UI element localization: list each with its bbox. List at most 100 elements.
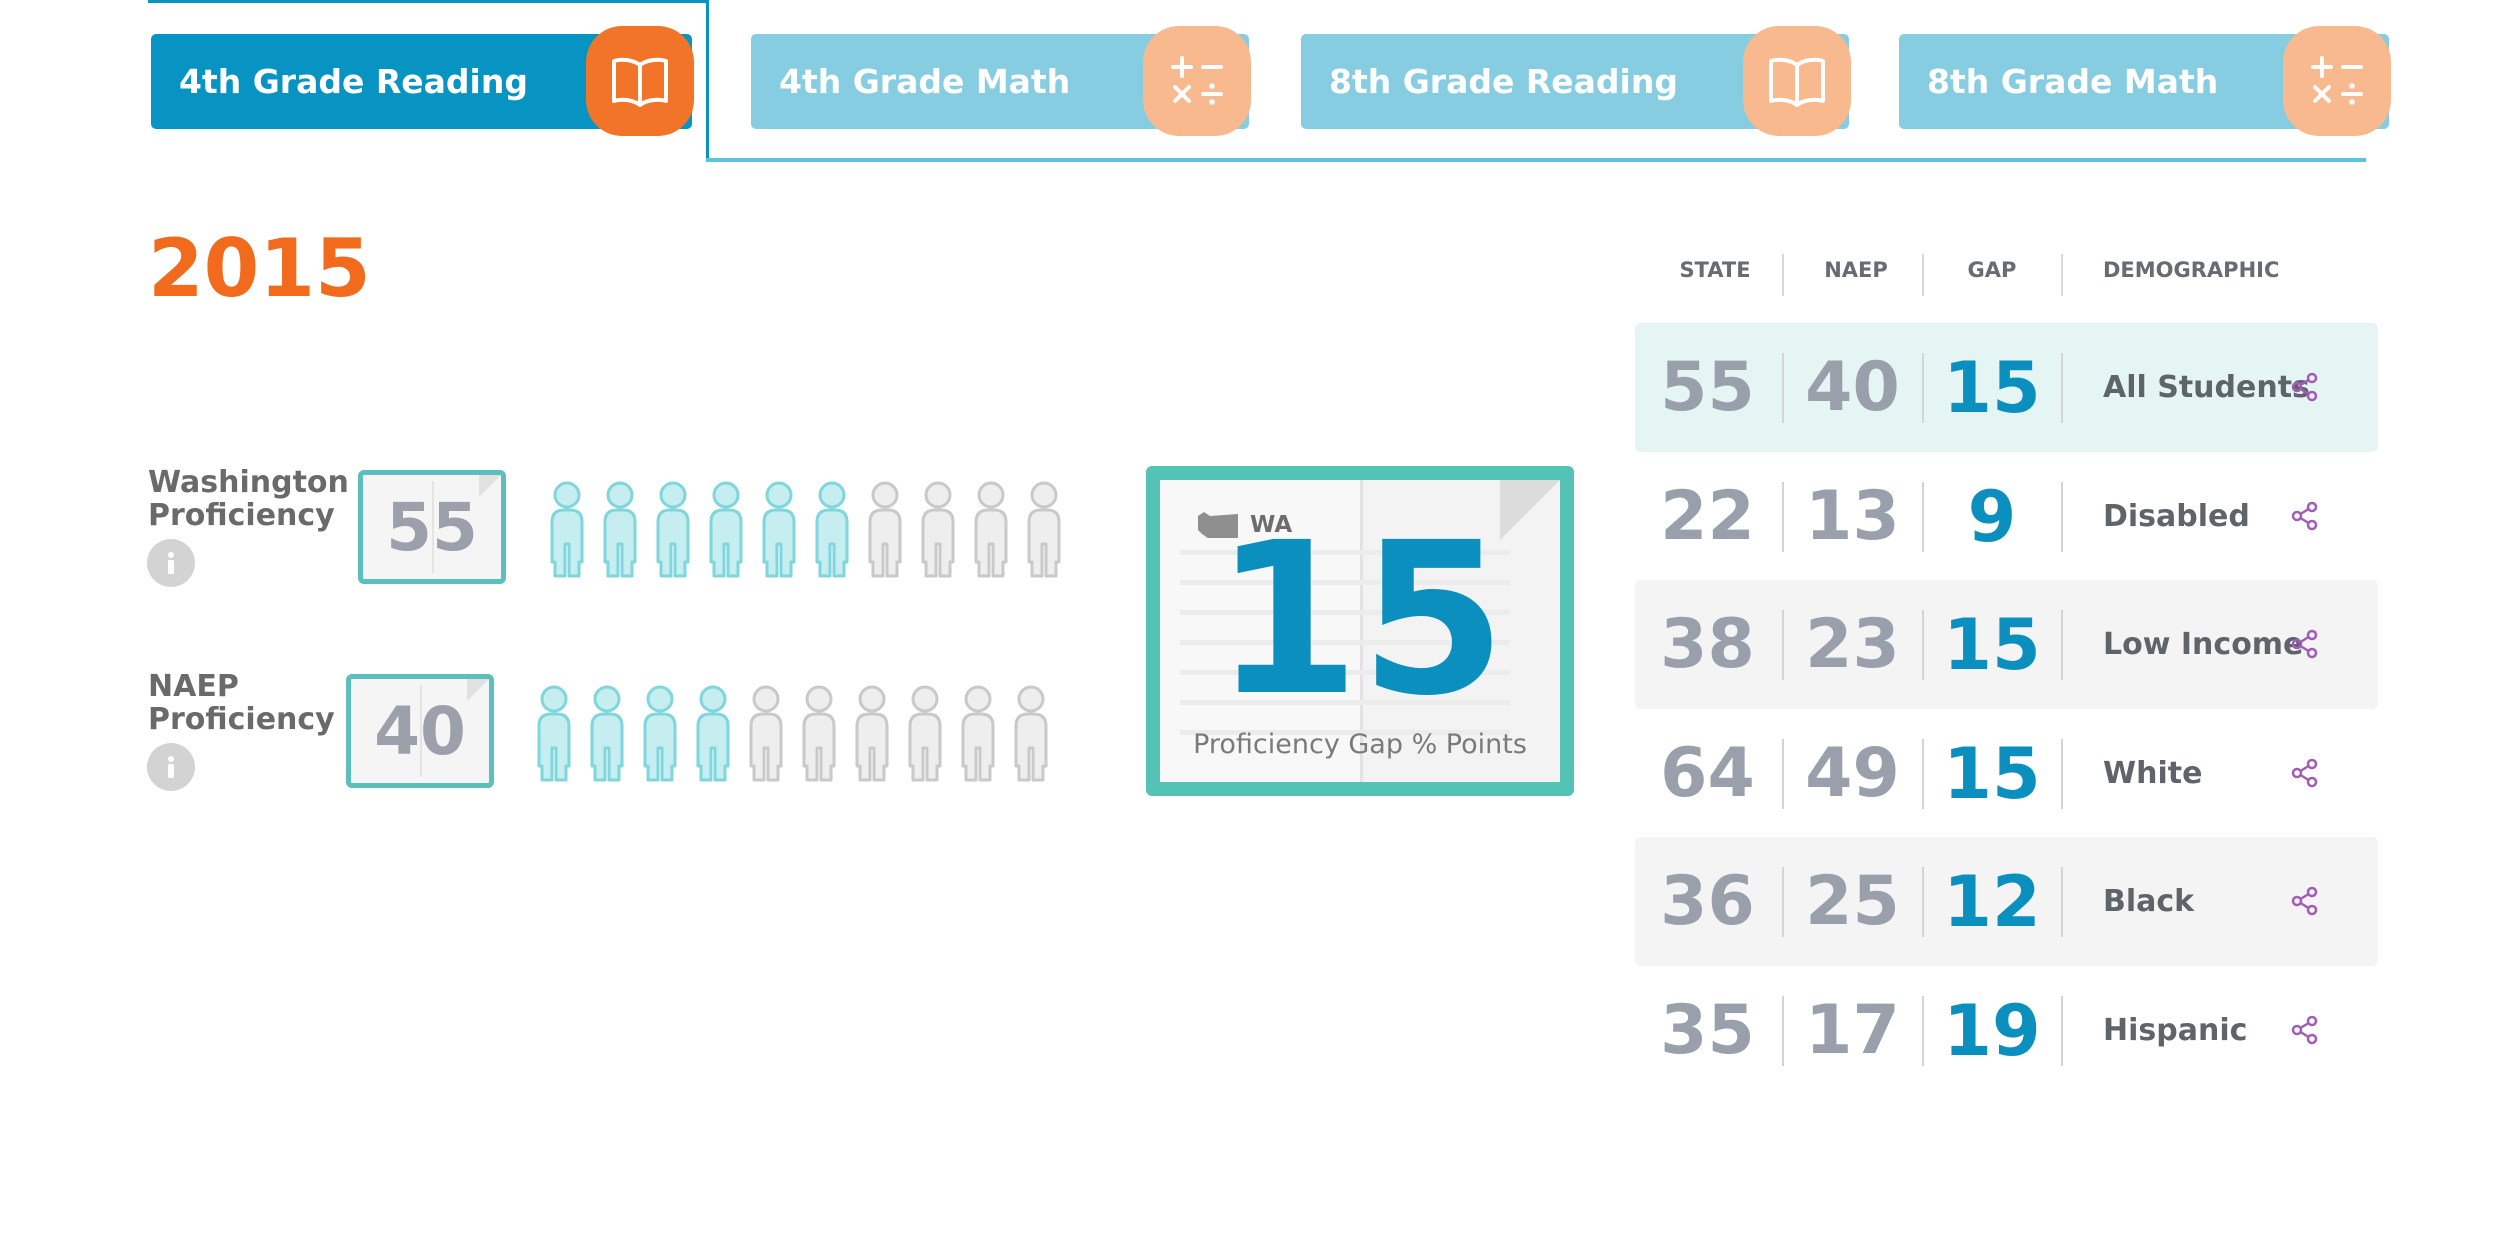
row-separator [2061,996,2063,1066]
page-line [1180,730,1510,735]
table-row: 55 40 15 All Students [1635,323,2378,452]
tab-4th-grade-math[interactable]: 4th Grade Math [751,26,1251,136]
gap-card: WA 15 Proficiency Gap % Points [1146,466,1574,796]
page-fold [420,685,422,777]
person-filled-icon [640,684,680,784]
row-separator [1782,610,1784,680]
row-separator [2061,739,2063,809]
gap-value: 15 [1943,603,2041,686]
person-empty-icon [971,480,1011,580]
page-line [1180,580,1510,585]
naep-value: 17 [1805,991,1900,1070]
person-empty-icon [958,684,998,784]
gap-value: 19 [1943,989,2041,1072]
year-heading: 2015 [148,222,371,315]
person-filled-icon [587,684,627,784]
row-separator [1782,867,1784,937]
page-line [1180,640,1510,645]
header-demographic: DEMOGRAPHIC [2103,258,2280,282]
math-operators-icon [2283,26,2391,136]
tab-label: 8th Grade Reading [1329,62,1678,101]
person-filled-icon [534,684,574,784]
row-separator [2061,610,2063,680]
header-separator [2061,254,2063,296]
share-icon[interactable] [2290,886,2320,916]
tab-label: 4th Grade Reading [179,62,528,101]
gap-value: 15 [1943,346,2041,429]
person-empty-icon [865,480,905,580]
tab-frame-line [706,158,2366,162]
person-empty-icon [905,684,945,784]
naep-value: 40 [1805,348,1900,427]
page-corner [479,475,501,497]
person-filled-icon [759,480,799,580]
row-separator [1782,353,1784,423]
demographic-label: Hispanic [2103,1013,2248,1048]
person-filled-icon [600,480,640,580]
row-separator [1922,867,1924,937]
gap-card-value: 15 [1213,497,1507,742]
row-separator [2061,353,2063,423]
gap-value: 15 [1943,732,2041,815]
share-icon[interactable] [2290,1015,2320,1045]
state-value: 55 [1660,348,1755,427]
gap-value: 9 [1967,475,2017,558]
header-state: STATE [1679,258,1751,282]
row-separator [1782,996,1784,1066]
state-proficiency-label: Washington Proficiency [148,466,349,532]
tab-frame-line [706,0,709,162]
demographic-label: White [2103,756,2203,791]
naep-proficiency-label-line2: Proficiency [148,702,335,737]
table-row: 35 17 19 Hispanic [1635,966,2378,1095]
row-separator [1922,739,1924,809]
state-proficiency-value-box: 55 [358,470,506,584]
demographic-label: All Students [2103,370,2310,405]
demographic-label: Low Income [2103,627,2304,662]
person-filled-icon [653,480,693,580]
table-row: 64 49 15 White [1635,709,2378,838]
gap-card-state-abbr: WA [1250,512,1293,538]
open-book-icon [1743,26,1851,136]
share-icon[interactable] [2290,758,2320,788]
row-separator [1922,610,1924,680]
tab-8th-grade-math[interactable]: 8th Grade Math [1899,26,2391,136]
naep-value: 49 [1805,734,1900,813]
header-gap: GAP [1967,258,2017,282]
share-icon[interactable] [2290,372,2320,402]
tab-4th-grade-reading[interactable]: 4th Grade Reading [151,26,694,136]
person-empty-icon [918,480,958,580]
naep-proficiency-label: NAEP Proficiency [148,670,335,736]
gap-card-page: WA 15 Proficiency Gap % Points [1160,480,1560,782]
tab-frame-line [148,0,708,3]
share-icon[interactable] [2290,501,2320,531]
gap-card-caption: Proficiency Gap % Points [1193,729,1527,760]
info-icon[interactable] [147,743,195,791]
tab-frame [148,0,2366,162]
naep-proficiency-value: 40 [374,692,466,770]
header-separator [1922,254,1924,296]
state-value: 38 [1660,605,1755,684]
person-empty-icon [1024,480,1064,580]
tab-8th-grade-reading[interactable]: 8th Grade Reading [1301,26,1851,136]
naep-proficiency-value-box: 40 [346,674,494,788]
table-row: 36 25 12 Black [1635,837,2378,966]
naep-proficiency-label-line1: NAEP [148,669,239,704]
person-filled-icon [812,480,852,580]
person-empty-icon [852,684,892,784]
share-icon[interactable] [2290,629,2320,659]
page-spine [1360,480,1363,782]
tab-label: 4th Grade Math [779,62,1071,101]
row-separator [1782,739,1784,809]
person-empty-icon [799,684,839,784]
row-separator [1922,353,1924,423]
open-book-icon [586,26,694,136]
row-separator [2061,482,2063,552]
person-filled-icon [706,480,746,580]
state-proficiency-label-line2: Proficiency [148,498,335,533]
row-separator [1922,996,1924,1066]
state-proficiency-value: 55 [386,488,478,566]
table-row: 22 13 9 Disabled [1635,452,2378,581]
person-empty-icon [746,684,786,784]
info-icon[interactable] [147,539,195,587]
table-row: 38 23 15 Low Income [1635,580,2378,709]
